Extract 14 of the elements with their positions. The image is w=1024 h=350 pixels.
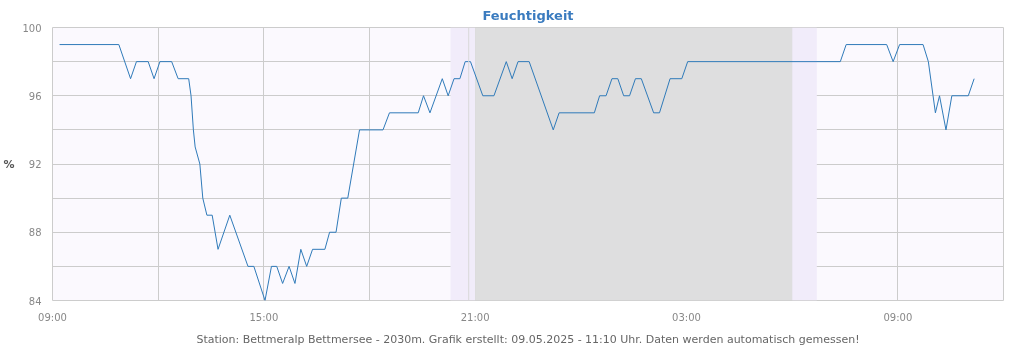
x-tick-label: 09:00 xyxy=(38,311,67,323)
y-tick-label: 92 xyxy=(28,159,42,170)
y-tick-label: 100 xyxy=(22,22,42,34)
text: Station: Bettmeralp Bettmersee - 2030m. Grafik erstellt: 09.05.2025 - 11:10 Uhr. Daten werden automatisch gemessen! xyxy=(196,332,860,346)
x-tick-label: 15:00 xyxy=(249,311,279,323)
y-tick-label: 96 xyxy=(28,90,42,102)
y-axis-title: % xyxy=(3,157,15,171)
y-tick-label: 88 xyxy=(28,227,42,239)
x-tick-label: 21:00 xyxy=(460,311,490,323)
chart-title: Feuchtigkeit xyxy=(482,7,574,23)
x-tick-label: 09:00 xyxy=(883,311,913,323)
x-tick-label: 03:00 xyxy=(672,311,701,323)
y-tick-label: 84 xyxy=(28,295,42,307)
line-series xyxy=(59,44,975,301)
